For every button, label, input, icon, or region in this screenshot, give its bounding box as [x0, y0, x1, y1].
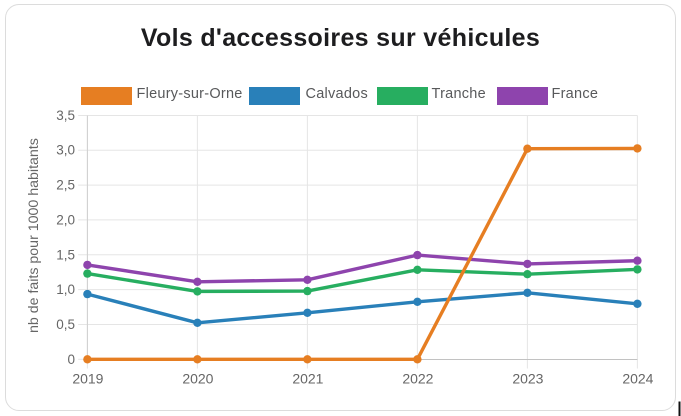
svg-text:nb de faits pour 1000 habitant: nb de faits pour 1000 habitants — [26, 138, 42, 333]
svg-text:2022: 2022 — [402, 371, 433, 387]
svg-text:3,5: 3,5 — [56, 108, 75, 123]
svg-text:2021: 2021 — [292, 371, 323, 387]
svg-text:0: 0 — [67, 352, 75, 367]
svg-text:2019: 2019 — [72, 371, 103, 387]
svg-text:1,5: 1,5 — [56, 247, 75, 262]
svg-text:2024: 2024 — [622, 371, 653, 387]
svg-text:3,0: 3,0 — [56, 143, 75, 158]
svg-text:2023: 2023 — [512, 371, 543, 387]
svg-text:1,0: 1,0 — [56, 282, 75, 297]
svg-text:2,5: 2,5 — [56, 178, 75, 193]
svg-text:0,5: 0,5 — [56, 317, 75, 332]
svg-text:2020: 2020 — [182, 371, 213, 387]
svg-text:2,0: 2,0 — [56, 212, 75, 227]
